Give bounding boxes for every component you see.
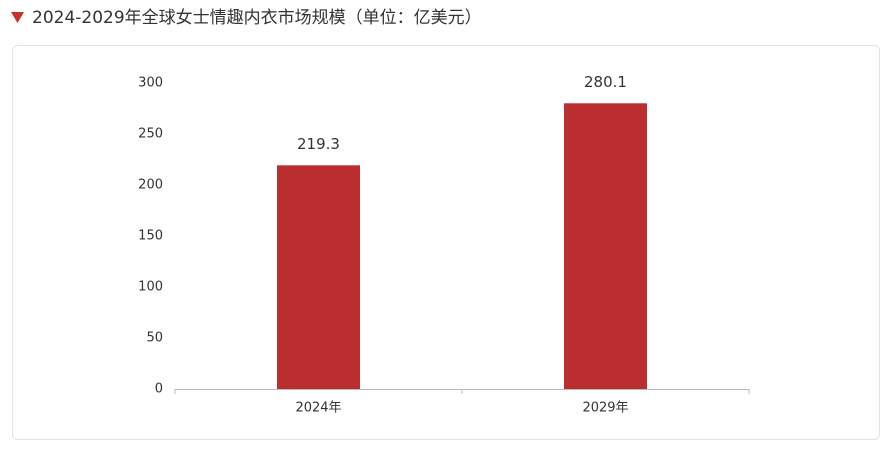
- chart-card: [12, 45, 880, 440]
- y-tick-label: 150: [138, 229, 163, 244]
- y-tick-label: 200: [138, 178, 163, 193]
- y-tick-label: 250: [138, 127, 163, 142]
- x-tick-label: 2029年: [582, 401, 628, 416]
- y-tick-label: 100: [138, 280, 163, 295]
- value-label: 280.1: [584, 73, 627, 91]
- x-tick-label: 2024年: [295, 401, 341, 416]
- y-tick-label: 300: [138, 76, 163, 91]
- y-tick-label: 50: [146, 331, 163, 346]
- value-label: 219.3: [297, 135, 340, 153]
- bar: [564, 103, 647, 389]
- y-tick-label: 0: [155, 382, 163, 397]
- title-marker: [11, 12, 24, 23]
- bar: [277, 165, 360, 389]
- chart-title: 2024-2029年全球女士情趣内衣市场规模（单位：亿美元）: [32, 8, 482, 28]
